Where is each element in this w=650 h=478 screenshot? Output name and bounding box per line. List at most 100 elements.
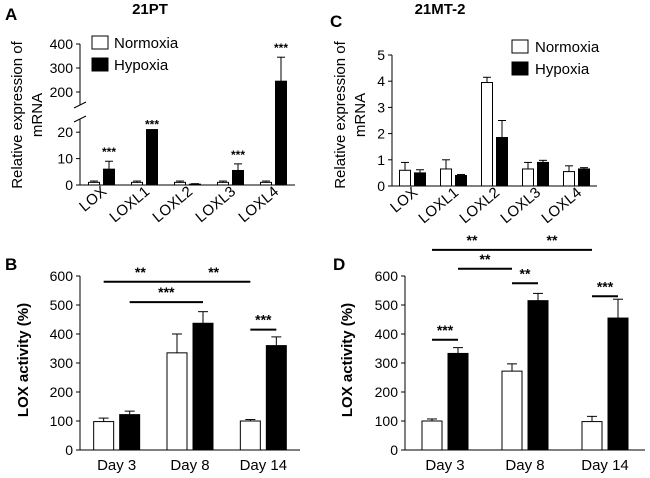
panel-a-label: A (5, 5, 17, 24)
panel-c-ylabel-line-1: Relative expression of (332, 40, 349, 188)
y-tick-label: 300 (375, 355, 399, 371)
bar-hypoxia (414, 172, 426, 187)
y-tick-label: 200 (50, 84, 74, 100)
panel-c: C 21MT-2 Relative expression of mRNA Nor… (330, 1, 600, 227)
legend-hypoxia-label: Hypoxia (114, 57, 169, 74)
bar-normoxia (239, 420, 261, 451)
y-tick-label: 600 (375, 268, 399, 284)
significance-label: *** (597, 278, 614, 294)
bar-hypoxia (496, 137, 508, 187)
significance-label: ** (520, 265, 531, 281)
x-category-label: LOXL2 (149, 183, 196, 226)
panel-b: B LOX activity (%) 0 100 200 300 400 500 600 Da… (5, 255, 300, 474)
legend-normoxia-swatch (91, 35, 109, 50)
bar-hypoxia (265, 345, 287, 451)
bar-hypoxia (119, 414, 141, 451)
x-category-label: Day 8 (505, 457, 544, 474)
significance-label: ** (480, 251, 491, 267)
x-category-label: LOX (76, 183, 110, 215)
legend-hypoxia-swatch (511, 61, 529, 76)
panel-a: A 21PT Relative expression of mRNA Normo… (5, 1, 295, 226)
bar-hypoxia (607, 317, 629, 451)
x-category-label: LOXL2 (456, 184, 503, 227)
bar-hypoxia (527, 300, 549, 451)
y-tick-label: 400 (50, 326, 74, 342)
significance-label: *** (145, 118, 159, 132)
y-tick-label: 500 (50, 297, 74, 313)
y-tick-label: 10 (57, 151, 73, 167)
legend-normoxia-label: Normoxia (535, 39, 600, 56)
y-tick-label: 20 (57, 124, 73, 140)
panel-d-label: D (333, 255, 345, 274)
x-category-label: Day 3 (97, 457, 136, 474)
panel-c-title: 21MT-2 (415, 1, 466, 18)
x-category-label: Day 14 (240, 457, 288, 474)
panel-d-ylabel: LOX activity (%) (339, 303, 356, 417)
y-tick-label: 0 (65, 177, 73, 193)
bar-hypoxia (275, 80, 287, 186)
y-tick-label: 400 (50, 36, 74, 52)
bar-normoxia (166, 352, 188, 451)
bar-normoxia (481, 82, 493, 187)
significance-label: *** (158, 284, 175, 300)
x-category-label: LOXL1 (106, 183, 153, 226)
y-tick-label: 0 (65, 442, 73, 458)
panel-b-label: B (5, 255, 17, 274)
x-category-label: LOXL3 (497, 184, 544, 227)
panel-d: D LOX activity (%) 0 100 200 300 400 500 600 Da… (333, 232, 645, 474)
bar-hypoxia (189, 183, 201, 186)
bar-normoxia (581, 421, 603, 451)
x-category-label: LOX (387, 184, 421, 216)
x-category-label: LOXL4 (538, 184, 585, 227)
y-tick-label: 600 (50, 268, 74, 284)
y-tick-label: 500 (375, 297, 399, 313)
y-tick-label: 400 (375, 326, 399, 342)
bar-hypoxia (537, 161, 549, 187)
bar-hypoxia (578, 168, 590, 187)
legend-hypoxia-swatch (91, 57, 109, 72)
x-category-label: LOXL3 (192, 183, 239, 226)
panel-a-ylabel-line-1: Relative expression of (9, 40, 26, 188)
y-tick-label: 100 (50, 413, 74, 429)
y-tick-label: 0 (390, 442, 398, 458)
panel-c-ylabel-line-2: mRNA (352, 93, 369, 137)
legend-hypoxia-label: Hypoxia (535, 61, 590, 78)
bar-hypoxia (232, 169, 244, 186)
legend-normoxia-label: Normoxia (114, 35, 179, 52)
y-tick-label: 3 (377, 99, 385, 115)
y-tick-label: 0 (377, 178, 385, 194)
y-tick-label: 4 (377, 73, 385, 89)
x-category-label: Day 3 (425, 457, 464, 474)
y-tick-label: 1 (377, 152, 385, 168)
x-category-label: Day 14 (581, 457, 629, 474)
panel-a-ylabel-line-2: mRNA (29, 93, 46, 137)
panel-b-ylabel: LOX activity (%) (15, 303, 32, 417)
bar-normoxia (93, 421, 115, 451)
bar-hypoxia (455, 175, 467, 187)
significance-label: ** (467, 232, 478, 248)
bar-normoxia (563, 171, 575, 187)
y-tick-label: 200 (50, 384, 74, 400)
bar-normoxia (399, 169, 411, 187)
bar-normoxia (522, 168, 534, 187)
panel-c-label: C (330, 12, 342, 31)
y-tick-label: 300 (50, 355, 74, 371)
bar-hypoxia (103, 168, 115, 186)
bar-hypoxia (146, 129, 158, 186)
x-category-label: Day 8 (170, 457, 209, 474)
bar-hypoxia (192, 322, 214, 451)
panel-a-axis-break-mark (73, 115, 87, 123)
significance-label: *** (274, 41, 288, 55)
bar-normoxia (440, 168, 452, 187)
y-tick-label: 100 (375, 413, 399, 429)
y-tick-label: 5 (377, 47, 385, 63)
significance-label: *** (102, 145, 116, 159)
y-tick-label: 2 (377, 126, 385, 142)
significance-label: ** (208, 264, 219, 280)
significance-label: *** (255, 312, 272, 328)
bar-normoxia (501, 370, 523, 451)
bar-normoxia (421, 420, 443, 451)
